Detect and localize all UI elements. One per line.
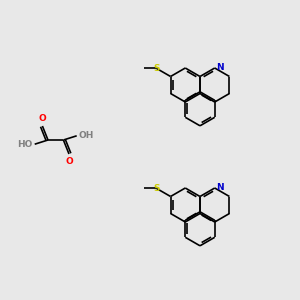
Text: S: S [153, 64, 160, 73]
Text: O: O [65, 157, 73, 166]
Text: HO: HO [17, 140, 33, 149]
Text: N: N [216, 184, 224, 193]
Text: O: O [38, 114, 46, 123]
Text: OH: OH [79, 131, 94, 140]
Text: S: S [153, 184, 160, 193]
Text: N: N [216, 64, 224, 73]
